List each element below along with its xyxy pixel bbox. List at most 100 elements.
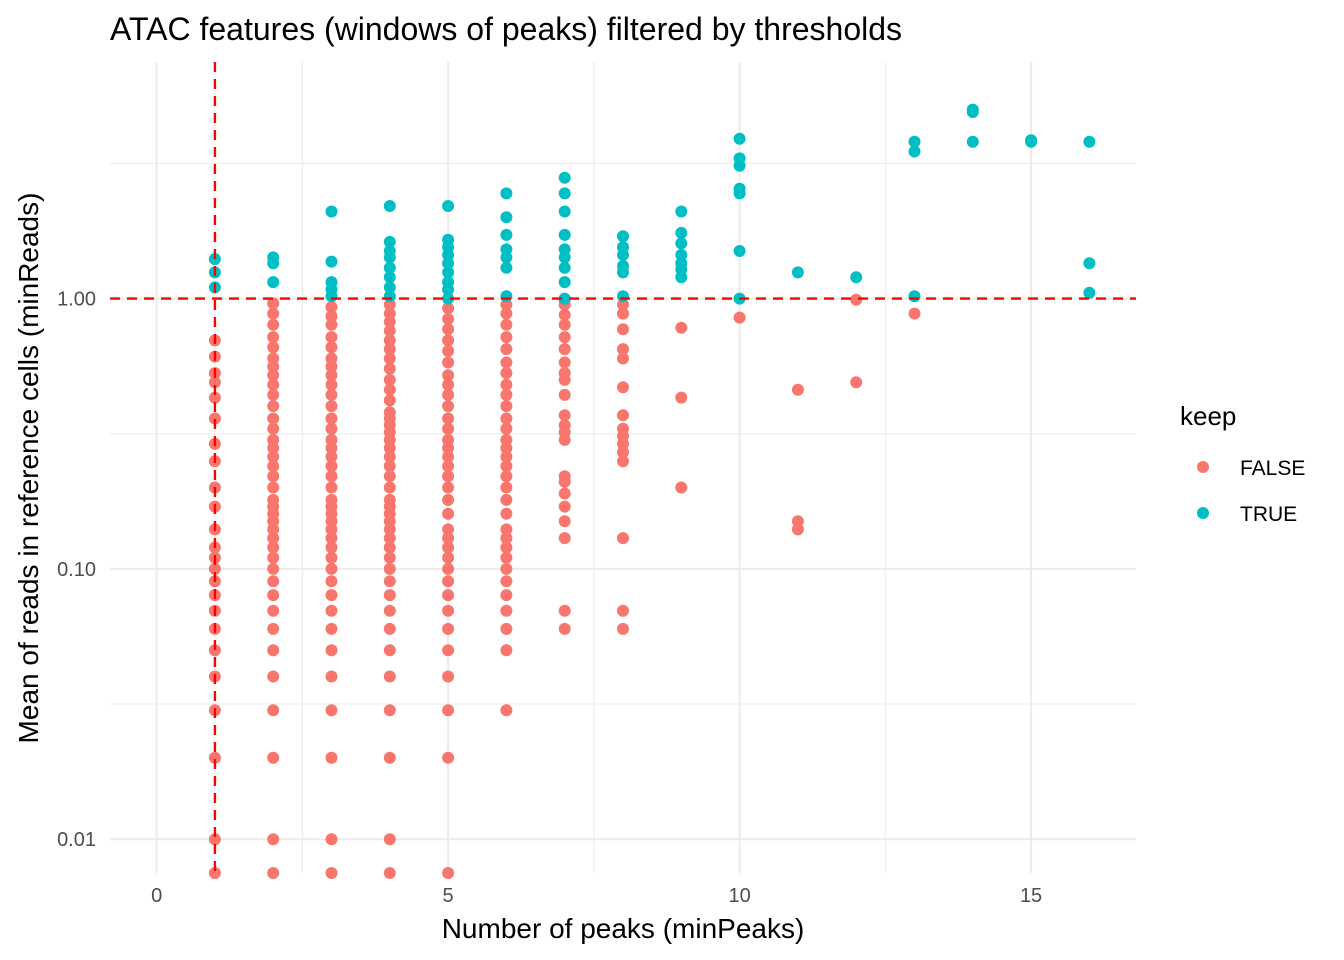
point-false [442, 751, 455, 764]
point-false [500, 551, 513, 564]
point-false [383, 589, 396, 602]
point-true [558, 243, 571, 256]
point-false [383, 324, 396, 337]
point-false [500, 422, 513, 435]
point-false [325, 400, 338, 413]
point-false [850, 293, 863, 306]
point-false [325, 551, 338, 564]
point-true [325, 276, 338, 289]
point-true [442, 292, 455, 305]
point-true [500, 211, 513, 224]
point-false [208, 391, 221, 404]
point-true [617, 241, 629, 254]
point-false [325, 470, 338, 483]
x-axis-ticks: 0 5 10 15 [151, 885, 1042, 907]
point-true [850, 271, 863, 284]
point-false [442, 575, 455, 588]
point-false [267, 493, 280, 506]
legend-label-true: TRUE [1240, 503, 1297, 526]
point-true [675, 205, 688, 218]
point-false [442, 644, 455, 657]
point-false [558, 356, 571, 369]
point-false [442, 460, 455, 473]
point-false [500, 523, 513, 536]
point-false [675, 321, 688, 334]
point-false [442, 604, 455, 617]
point-false [442, 867, 455, 879]
point-false [383, 450, 396, 463]
point-false [383, 622, 396, 635]
point-false [208, 376, 221, 389]
point-false [267, 450, 280, 463]
x-tick-label: 0 [151, 885, 162, 907]
point-false [500, 575, 513, 588]
point-false [267, 622, 280, 635]
x-tick-label: 5 [443, 885, 454, 907]
point-false [500, 470, 513, 483]
point-true [325, 255, 338, 268]
point-false [558, 532, 571, 545]
point-false [325, 301, 338, 314]
point-false [325, 644, 338, 657]
point-false [325, 450, 338, 463]
point-true [791, 266, 804, 279]
point-true [675, 257, 688, 270]
point-false [383, 532, 396, 545]
point-true [675, 248, 688, 261]
point-true [558, 292, 571, 305]
point-false [267, 297, 280, 310]
point-false [500, 541, 513, 554]
point-false [383, 644, 396, 657]
point-false [442, 562, 455, 575]
point-true [208, 253, 221, 266]
point-false [383, 704, 396, 717]
point-false [558, 470, 571, 483]
chart-title: ATAC features (windows of peaks) filtere… [110, 11, 902, 47]
point-false [325, 751, 338, 764]
point-false [558, 500, 571, 513]
point-false [558, 622, 571, 635]
legend-swatch-true [1197, 507, 1209, 519]
point-false [325, 378, 338, 391]
point-false [267, 541, 280, 554]
point-false [908, 307, 921, 320]
point-false [325, 412, 338, 425]
point-true [383, 235, 396, 248]
point-false [442, 551, 455, 564]
point-false [442, 532, 455, 545]
point-false [267, 388, 280, 401]
point-false [558, 409, 571, 422]
point-false [383, 493, 396, 506]
point-false [558, 604, 571, 617]
point-false [325, 670, 338, 683]
point-false [325, 867, 338, 879]
point-true [617, 290, 629, 303]
point-false [442, 345, 455, 357]
point-false [617, 409, 629, 422]
point-false [500, 343, 513, 356]
point-false [325, 422, 338, 435]
point-true [558, 261, 571, 274]
point-false [267, 867, 280, 879]
point-true [500, 290, 513, 303]
point-false [267, 433, 280, 446]
point-false [383, 575, 396, 588]
point-false [500, 460, 513, 473]
point-false [791, 383, 804, 396]
point-false [791, 515, 804, 528]
point-false [267, 422, 280, 435]
point-false [617, 307, 629, 320]
point-false [383, 352, 396, 365]
legend-swatch-false [1197, 461, 1209, 473]
x-tick-label: 15 [1020, 885, 1042, 907]
point-false [208, 644, 221, 657]
point-false [617, 604, 629, 617]
point-false [500, 562, 513, 575]
point-false [208, 751, 221, 764]
point-true [442, 200, 455, 212]
point-false [267, 833, 280, 846]
point-false [267, 331, 280, 344]
point-false [267, 604, 280, 617]
point-false [500, 400, 513, 413]
